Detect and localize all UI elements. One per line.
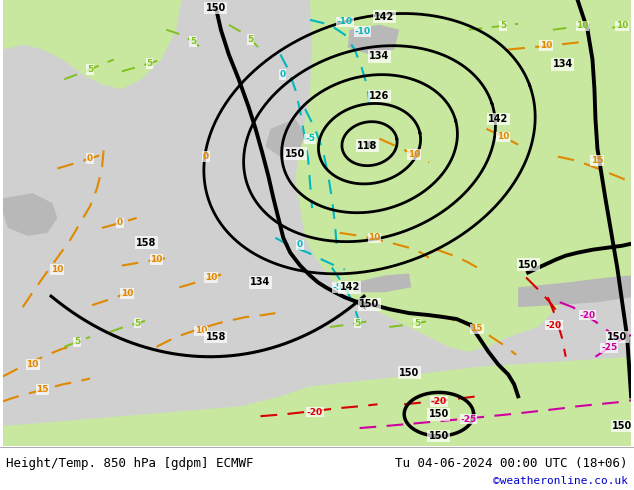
Text: 0: 0 <box>279 70 285 79</box>
Text: 142: 142 <box>340 282 360 293</box>
Text: 150: 150 <box>612 421 632 431</box>
Text: -25: -25 <box>601 343 618 352</box>
Polygon shape <box>295 0 631 352</box>
Polygon shape <box>359 258 458 312</box>
Text: -20: -20 <box>431 397 447 406</box>
Text: 150: 150 <box>359 299 380 309</box>
Text: 150: 150 <box>607 332 628 342</box>
Polygon shape <box>354 273 411 293</box>
Text: 5: 5 <box>134 318 141 327</box>
Text: 5: 5 <box>190 37 197 46</box>
Text: 134: 134 <box>250 277 271 288</box>
Polygon shape <box>3 0 181 89</box>
Text: -10: -10 <box>354 27 371 36</box>
Text: 10: 10 <box>195 326 207 336</box>
Text: Tu 04-06-2024 00:00 UTC (18+06): Tu 04-06-2024 00:00 UTC (18+06) <box>395 457 628 470</box>
Text: 5: 5 <box>87 65 93 74</box>
Text: 5: 5 <box>146 59 153 68</box>
Text: 10: 10 <box>205 273 217 282</box>
Text: 5: 5 <box>354 318 361 327</box>
Text: 150: 150 <box>518 260 538 270</box>
Text: 5: 5 <box>74 337 81 346</box>
Text: 126: 126 <box>369 91 389 101</box>
Polygon shape <box>347 25 399 54</box>
Text: 0: 0 <box>297 240 303 249</box>
Text: 158: 158 <box>206 332 226 342</box>
Text: 5: 5 <box>247 35 254 44</box>
Text: 150: 150 <box>206 3 226 13</box>
Text: 142: 142 <box>374 12 394 22</box>
Text: 150: 150 <box>429 409 449 419</box>
Text: 10: 10 <box>120 289 133 298</box>
Text: 134: 134 <box>553 59 573 70</box>
Polygon shape <box>310 0 631 119</box>
Text: -5: -5 <box>305 134 315 143</box>
Text: -10: -10 <box>337 17 353 26</box>
Polygon shape <box>3 193 58 236</box>
Text: -20: -20 <box>546 320 562 329</box>
Text: ©weatheronline.co.uk: ©weatheronline.co.uk <box>493 476 628 486</box>
Text: 10: 10 <box>51 265 63 274</box>
Text: -5: -5 <box>333 283 343 292</box>
Text: 0: 0 <box>203 152 209 161</box>
Text: 10: 10 <box>497 132 510 141</box>
Text: 15: 15 <box>470 324 482 334</box>
Text: 134: 134 <box>369 51 389 61</box>
Polygon shape <box>518 275 631 307</box>
Text: 10: 10 <box>616 21 628 30</box>
Text: 15: 15 <box>36 385 49 394</box>
Text: 158: 158 <box>136 238 157 248</box>
Text: 5: 5 <box>414 318 420 327</box>
Polygon shape <box>266 119 305 157</box>
Text: 0: 0 <box>117 219 123 227</box>
Text: 10: 10 <box>576 21 589 30</box>
Polygon shape <box>3 357 631 446</box>
Text: 5: 5 <box>500 21 507 30</box>
Text: 15: 15 <box>591 156 604 165</box>
Text: 118: 118 <box>358 141 378 150</box>
Text: 0: 0 <box>87 154 93 163</box>
Text: 10: 10 <box>27 360 39 369</box>
Text: 142: 142 <box>488 114 508 124</box>
Text: 10: 10 <box>368 233 380 243</box>
Text: 150: 150 <box>429 431 449 441</box>
Text: 10: 10 <box>540 41 552 50</box>
Text: -20: -20 <box>307 408 323 416</box>
Text: -25: -25 <box>460 415 477 424</box>
Text: 10: 10 <box>408 150 420 159</box>
Text: 150: 150 <box>285 148 306 159</box>
Text: Height/Temp. 850 hPa [gdpm] ECMWF: Height/Temp. 850 hPa [gdpm] ECMWF <box>6 457 254 470</box>
Text: -20: -20 <box>579 311 595 319</box>
Text: 10: 10 <box>150 255 163 264</box>
Text: 150: 150 <box>399 368 419 378</box>
